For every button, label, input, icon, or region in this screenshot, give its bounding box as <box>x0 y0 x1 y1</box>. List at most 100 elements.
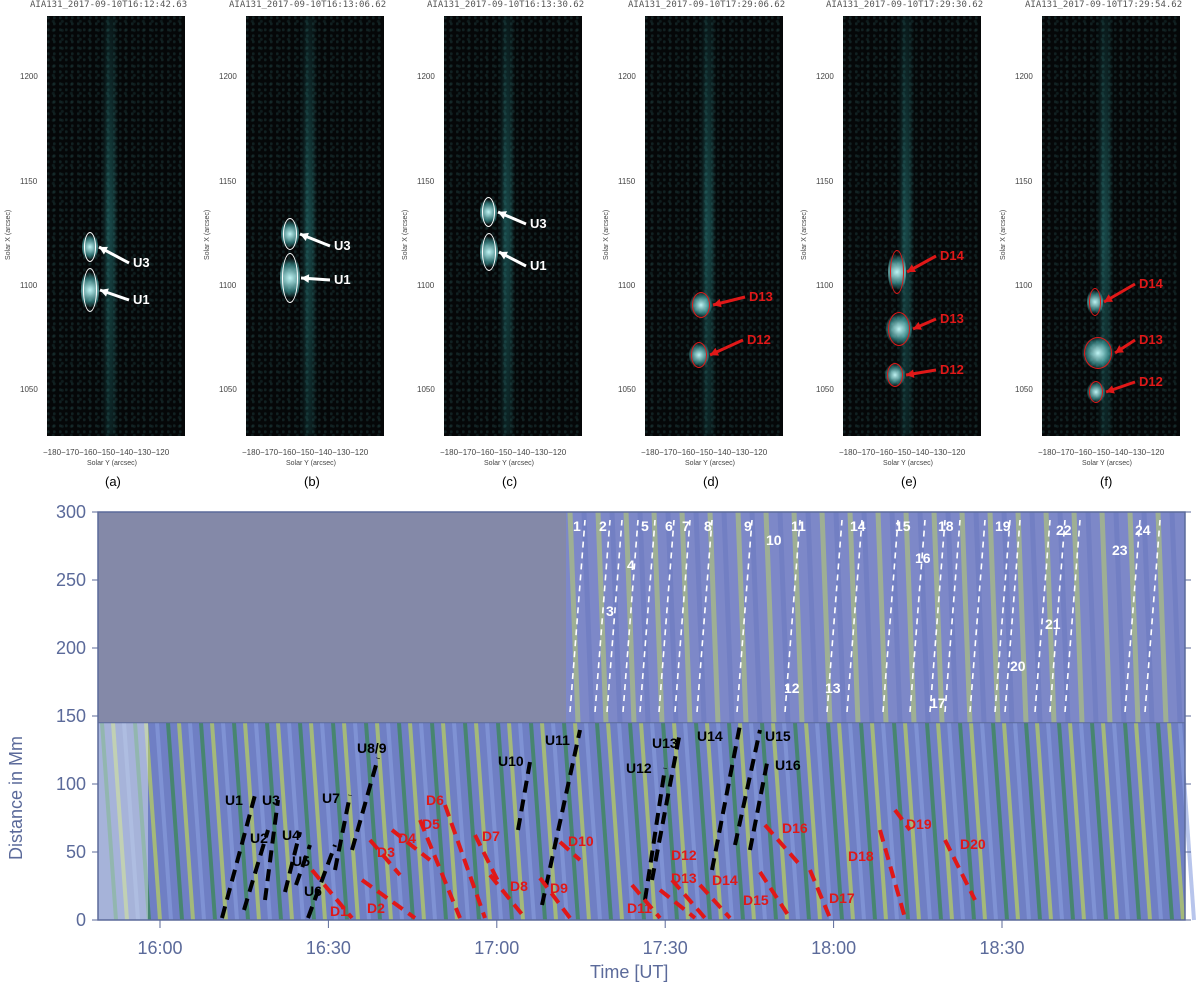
d-track-label: D11 <box>627 900 652 916</box>
panel-xlabel: Solar Y (arcsec) <box>685 460 735 467</box>
panel-ytick: 1050 <box>816 385 834 394</box>
panel-xlabel: Solar Y (arcsec) <box>286 460 336 467</box>
highlight-ellipse <box>282 253 298 303</box>
panel-title: AIA131_2017-09-10T16:13:06.62 <box>229 0 387 10</box>
xtick-label: 16:00 <box>137 938 182 958</box>
solar-image <box>645 16 783 436</box>
stripe <box>679 511 693 723</box>
stripe <box>815 722 833 921</box>
upper-track-label: 7 <box>682 518 690 534</box>
feature-label: U1 <box>530 258 547 273</box>
stripe <box>1112 722 1130 921</box>
track-line <box>670 878 707 920</box>
stripe <box>1141 511 1155 723</box>
track-line <box>242 829 270 911</box>
track-line <box>333 794 352 871</box>
stripe <box>386 722 404 921</box>
stripe <box>749 511 763 723</box>
stripe <box>1001 511 1015 723</box>
feature-label: D14 <box>940 248 964 263</box>
track-line <box>893 808 912 832</box>
arrow-head <box>913 321 922 330</box>
d-track-label: D19 <box>906 816 932 832</box>
stripe <box>980 722 998 921</box>
stripe <box>221 722 239 921</box>
upper-track-label: 21 <box>1045 616 1061 632</box>
stripe <box>749 722 767 921</box>
stripe <box>791 511 805 723</box>
panel-xlabel: Solar Y (arcsec) <box>484 460 534 467</box>
panel-title: AIA131_2017-09-10T17:29:54.62 <box>1025 0 1183 10</box>
ytick-label: 50 <box>66 842 86 862</box>
track-line <box>943 839 977 901</box>
highlight-ellipse <box>692 292 710 318</box>
empty-region <box>98 512 566 723</box>
stripe <box>1145 722 1163 921</box>
panel-title: AIA131_2017-09-10T16:12:42.63 <box>30 0 188 10</box>
arrow-layer <box>709 295 746 357</box>
upper-track-label: 23 <box>1112 542 1128 558</box>
arrow-layer <box>905 254 937 378</box>
d-track-label: D4 <box>398 830 416 846</box>
feature-label: U3 <box>530 216 547 231</box>
track-line <box>263 799 280 901</box>
u-track-label: U3 <box>262 792 280 808</box>
stripe <box>276 722 294 921</box>
d-track-label: D1 <box>330 903 348 919</box>
ytick-label: 100 <box>56 774 86 794</box>
stripe <box>474 722 492 921</box>
upper-track-label: 2 <box>599 518 607 534</box>
track-line <box>516 761 532 831</box>
stripe <box>892 722 910 921</box>
u-track-label: U12 <box>626 760 652 776</box>
stripe <box>254 722 272 921</box>
solar-image <box>444 16 582 436</box>
track-line <box>650 731 682 881</box>
stripe <box>705 722 723 921</box>
u-track-label: U2 <box>250 830 268 846</box>
highlight-ellipse <box>1089 381 1103 403</box>
stripe <box>859 722 877 921</box>
stripe <box>1090 722 1108 921</box>
feature-label: D14 <box>1139 276 1163 291</box>
track-line <box>643 767 667 901</box>
panel-ytick: 1200 <box>618 72 636 81</box>
stripe <box>609 511 623 723</box>
d-track-label: D7 <box>482 828 500 844</box>
panel-ylabel: Solar X (arcsec) <box>1000 209 1007 260</box>
upper-track-label: 13 <box>825 680 841 696</box>
panel-ytick: 1150 <box>20 177 38 186</box>
stripe <box>606 722 624 921</box>
track-line <box>758 870 792 920</box>
stripe <box>309 722 327 921</box>
panel-ytick: 1150 <box>219 177 237 186</box>
highlight-ellipse <box>887 363 903 387</box>
highlight-ellipse <box>283 218 297 250</box>
d-track-label: D12 <box>671 847 697 863</box>
upper-track-label: 3 <box>606 603 614 619</box>
stripe <box>917 511 931 723</box>
stripe <box>581 511 595 723</box>
panel-ytick: 1050 <box>618 385 636 394</box>
solar-image <box>843 16 981 436</box>
stripe <box>889 511 903 723</box>
d-track-label: D13 <box>671 870 697 886</box>
track-line <box>360 878 417 920</box>
feature-label: D13 <box>1139 332 1163 347</box>
xtick-label: 17:30 <box>643 938 688 958</box>
stripe <box>1085 511 1099 723</box>
d-track-label: D16 <box>782 820 808 836</box>
panel-ylabel: Solar X (arcsec) <box>5 209 12 260</box>
track-line <box>878 829 907 919</box>
stripe <box>1035 722 1053 921</box>
u-track-label: U8/9 <box>357 740 387 756</box>
panel-ytick: 1150 <box>618 177 636 186</box>
arrow-head <box>499 251 508 260</box>
feature-label: D13 <box>940 311 964 326</box>
stripe <box>848 722 866 921</box>
upper-track-label: 5 <box>641 518 649 534</box>
panel-label: (b) <box>304 474 320 489</box>
stripe <box>342 722 360 921</box>
highlight-ellipse <box>83 268 97 312</box>
